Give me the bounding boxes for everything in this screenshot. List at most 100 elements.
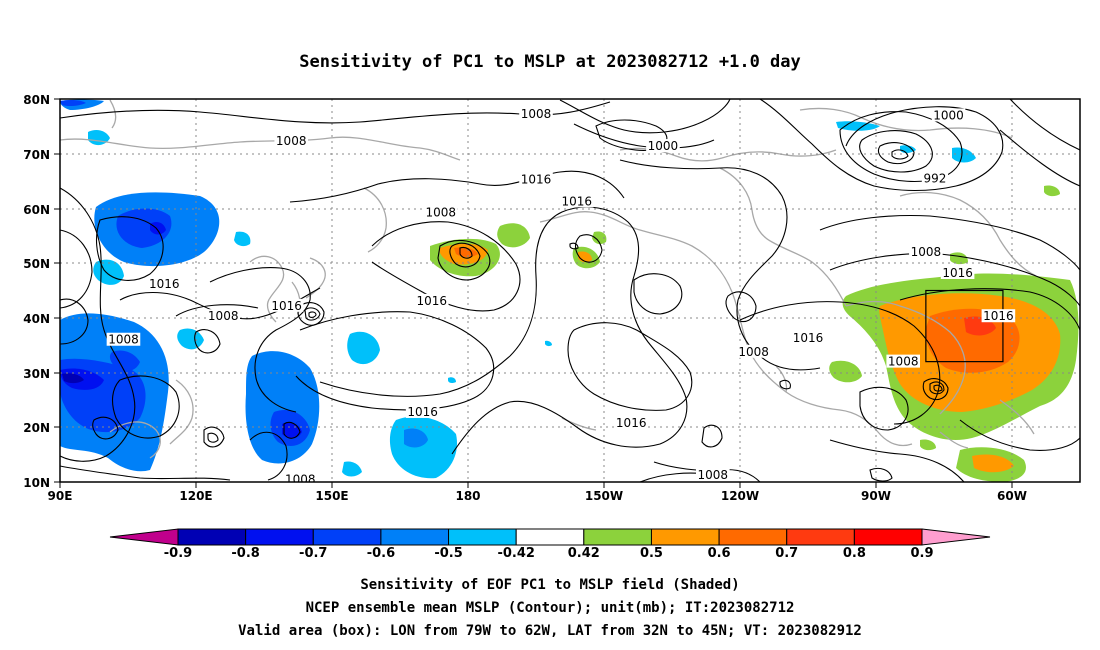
contour-label: 1008 [108, 333, 139, 347]
lat-label: 70N [23, 148, 50, 162]
contour-label: 1008 [888, 355, 919, 369]
contour-label: 1016 [271, 299, 302, 313]
contour-label-bg [696, 467, 730, 481]
map-frame [59, 98, 1081, 483]
contour-label: 1016 [416, 294, 447, 308]
contour-label: 1016 [983, 309, 1014, 323]
colorbar-high-triangle [921, 528, 991, 546]
lat-label: 40N [23, 312, 50, 326]
contour-label-bg [106, 332, 141, 346]
lat-label: 30N [23, 367, 50, 381]
contour-label: 1016 [793, 331, 824, 345]
colorbar-label: -0.9 [164, 546, 192, 561]
colorbar-box [515, 528, 585, 546]
contour-label: 1016 [616, 416, 647, 430]
colorbar-label: -0.42 [497, 546, 534, 561]
colorbar-label: 0.42 [568, 546, 600, 561]
lon-label: 180 [455, 489, 480, 503]
contour-label: 992 [923, 171, 946, 185]
lon-label: 90E [48, 489, 73, 503]
colorbar-label: -0.7 [299, 546, 327, 561]
contour-label-bg [940, 265, 975, 279]
colorbar-box [448, 528, 517, 546]
contour-label: 1008 [426, 205, 457, 219]
contour-label-bg [519, 106, 553, 120]
figure-title: Sensitivity of PC1 to MSLP at 2023082712… [299, 52, 801, 72]
contour-label: 1008 [698, 468, 729, 482]
colorbar-label: 0.9 [910, 546, 933, 561]
lat-labels: 80N 70N 60N 50N 40N 30N 20N 10N [23, 93, 50, 490]
caption-line-2: NCEP ensemble mean MSLP (Contour); unit(… [306, 600, 795, 616]
colorbar-label: 0.7 [775, 546, 798, 561]
colorbar: -0.9 -0.8 -0.7 -0.6 -0.5 -0.42 0.42 0.5 0.6 0.7 0.… [109, 528, 991, 561]
colorbar-box [718, 528, 788, 546]
lon-label: 150W [585, 489, 623, 503]
contour-label-bg [405, 404, 440, 418]
contour-label-bg [414, 293, 449, 307]
colorbar-box [177, 528, 247, 546]
lat-label: 50N [23, 257, 50, 271]
colorbar-label: 0.5 [640, 546, 663, 561]
contour-label-bg [886, 354, 920, 368]
contour-label: 1016 [562, 194, 593, 208]
contour-label: 1008 [285, 472, 316, 486]
colorbar-label: -0.5 [434, 546, 462, 561]
contour-label-bg [274, 134, 308, 148]
colorbar-label: -0.8 [231, 546, 259, 561]
colorbar-box [786, 528, 855, 546]
grid-lines [60, 99, 1080, 482]
lon-label: 90W [861, 489, 891, 503]
colorbar-low-triangle [109, 528, 179, 546]
contour-label: 1016 [942, 266, 973, 280]
lon-label: 120W [721, 489, 759, 503]
colorbar-box [245, 528, 314, 546]
contour-label: 1016 [407, 405, 438, 419]
axis-ticks [54, 98, 1013, 488]
contour-label: 1008 [208, 309, 239, 323]
lat-label: 20N [23, 421, 50, 435]
lon-labels: 90E 120E 150E 180 150W 120W 90W 60W [48, 489, 1027, 503]
colorbar-box [312, 528, 382, 546]
contour-label-bg [646, 139, 680, 153]
colorbar-box [650, 528, 720, 546]
colorbar-labels: -0.9 -0.8 -0.7 -0.6 -0.5 -0.42 0.42 0.5 0.6 0.7 0.… [164, 546, 934, 561]
contour-label-bg [981, 309, 1016, 323]
contour-label: 1008 [738, 345, 769, 359]
contour-label-bg [791, 331, 825, 345]
contour-label: 1000 [648, 139, 679, 153]
lon-label: 60W [997, 489, 1027, 503]
lat-label: 10N [23, 476, 50, 490]
caption-line-3: Valid area (box): LON from 79W to 62W, L… [238, 623, 862, 639]
contour-label: 1016 [149, 277, 180, 291]
contour-label-bg [269, 298, 304, 312]
contour-label-bg [931, 108, 966, 122]
valid-area-box [925, 289, 1004, 363]
lat-label: 80N [23, 93, 50, 107]
contour-label-bg [909, 245, 943, 259]
mslp-contours [60, 99, 1080, 482]
contour-label-bg [206, 309, 240, 323]
map-panel: 1008100810001000992101610161008101610161… [23, 93, 1081, 503]
lon-label: 120E [179, 489, 212, 503]
lon-label: 150E [315, 489, 348, 503]
contour-label-bg [283, 472, 318, 482]
contour-label-bg [614, 415, 648, 429]
colorbar-label: 0.6 [708, 546, 731, 561]
contour-label-bg [424, 205, 458, 219]
lat-label: 60N [23, 203, 50, 217]
contour-label: 1016 [521, 172, 552, 186]
colorbar-box [853, 528, 923, 546]
colorbar-box [583, 528, 652, 546]
contour-label-bg [736, 344, 771, 358]
contour-label-bg [560, 194, 594, 208]
contour-label-bg [921, 171, 949, 185]
contour-label-bg [147, 276, 182, 290]
colorbar-box [380, 528, 450, 546]
contour-labels: 1008100810001000992101610161008101610161… [106, 106, 1016, 486]
caption-line-1: Sensitivity of EOF PC1 to MSLP field (Sh… [360, 577, 739, 593]
colorbar-label: -0.6 [367, 546, 395, 561]
contour-label: 1008 [521, 107, 552, 121]
colorbar-label: 0.8 [843, 546, 866, 561]
contour-label: 1008 [276, 134, 307, 148]
